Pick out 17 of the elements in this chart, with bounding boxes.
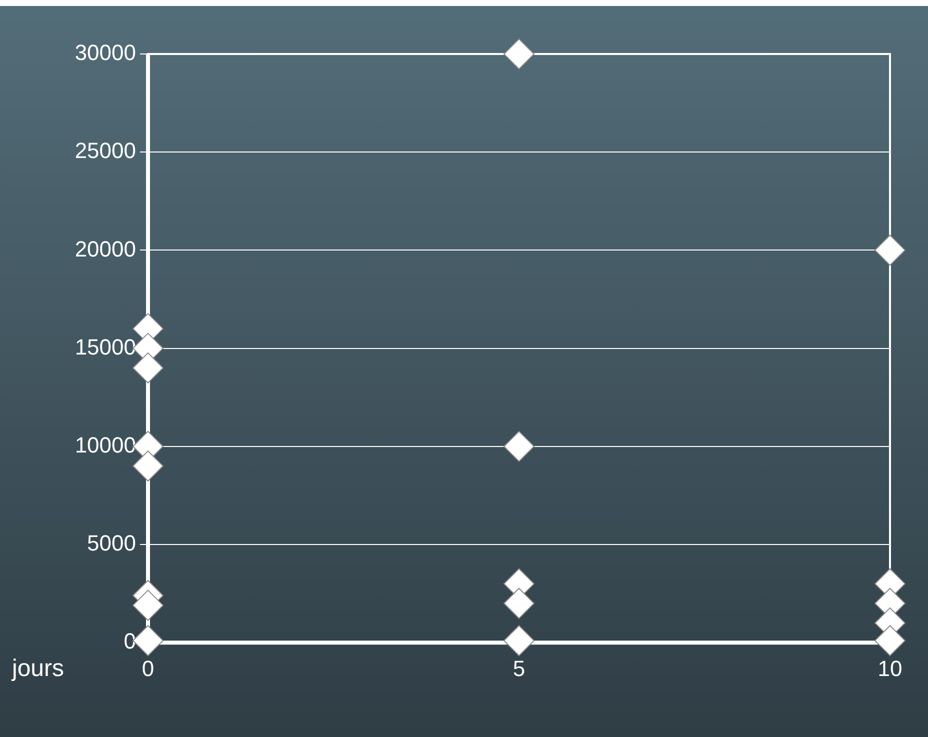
x-tick-label: 5 xyxy=(512,656,526,681)
point xyxy=(504,588,534,619)
y-tick-label: 30000 xyxy=(74,40,136,66)
y-tick-label: 5000 xyxy=(87,530,136,556)
y-tick-label: 10000 xyxy=(74,432,136,458)
point xyxy=(504,38,534,70)
x-tick-label: 10 xyxy=(878,656,902,681)
y-tick-label: 20000 xyxy=(74,236,136,262)
point xyxy=(874,234,906,266)
point xyxy=(504,625,534,656)
x-tick-label: 0 xyxy=(142,656,154,681)
x-axis-title: jours xyxy=(11,655,64,682)
y-tick-label: 15000 xyxy=(74,334,136,360)
point xyxy=(504,430,534,462)
point xyxy=(874,625,906,656)
y-tick-label: 25000 xyxy=(74,138,136,164)
point xyxy=(132,590,164,621)
